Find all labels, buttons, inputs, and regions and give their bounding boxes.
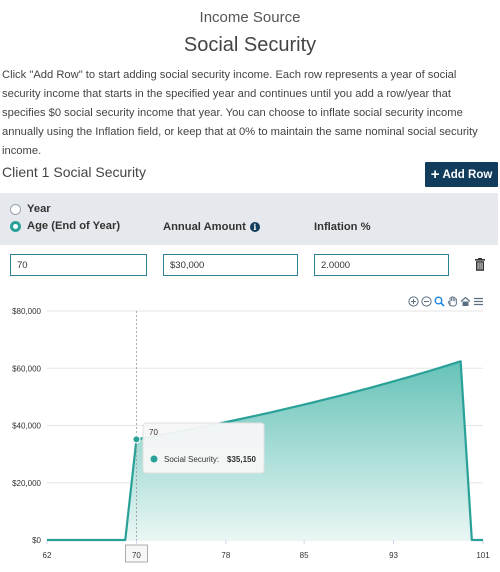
zoom-out-icon[interactable] bbox=[421, 296, 432, 307]
x-tick-label: 62 bbox=[43, 551, 52, 560]
radio-age[interactable]: Age (End of Year) bbox=[10, 220, 120, 232]
x-tick-label: 93 bbox=[389, 551, 398, 560]
x-crosshair-label-box bbox=[125, 544, 148, 563]
annual-amount-input[interactable] bbox=[163, 254, 298, 276]
column-inflation-label: Inflation % bbox=[314, 221, 371, 233]
tooltip-marker bbox=[150, 455, 158, 463]
y-tick-label: $60,000 bbox=[12, 364, 41, 373]
pan-hand-icon[interactable] bbox=[447, 296, 458, 307]
table-header bbox=[0, 193, 498, 245]
radio-year-indicator[interactable] bbox=[10, 203, 21, 215]
section-title: Client 1 Social Security bbox=[2, 164, 146, 180]
inflation-input[interactable] bbox=[314, 254, 449, 276]
menu-icon[interactable] bbox=[473, 296, 484, 307]
magnifier-icon[interactable] bbox=[434, 296, 445, 307]
x-tick-label: 78 bbox=[221, 551, 230, 560]
x-crosshair-label: 70 bbox=[132, 551, 141, 560]
page-title: Social Security bbox=[183, 34, 317, 56]
y-tick-label: $40,000 bbox=[12, 422, 41, 431]
y-tick-label: $0 bbox=[32, 536, 41, 545]
radio-age-label: Age (End of Year) bbox=[27, 220, 121, 232]
plus-icon: + bbox=[430, 166, 440, 183]
column-annual-amount: Annual Amount i bbox=[163, 221, 260, 233]
home-icon[interactable] bbox=[460, 296, 471, 307]
data-point[interactable] bbox=[132, 435, 141, 444]
info-icon[interactable]: i bbox=[249, 222, 260, 232]
column-annual-amount-label: Annual Amount bbox=[163, 221, 246, 233]
age-input[interactable] bbox=[10, 254, 147, 276]
add-row-button[interactable]: + Add Row bbox=[425, 162, 498, 187]
x-tick-label: 85 bbox=[300, 551, 309, 560]
radio-year-label: Year bbox=[27, 203, 51, 215]
income-source-label: Income Source bbox=[199, 9, 301, 26]
add-row-label: Add Row bbox=[442, 168, 493, 181]
trash-icon[interactable] bbox=[474, 258, 486, 271]
x-tick-label: 101 bbox=[476, 551, 490, 560]
zoom-in-icon[interactable] bbox=[408, 296, 419, 307]
tooltip-value: $35,150 bbox=[227, 455, 256, 464]
tooltip-title: 70 bbox=[149, 428, 158, 437]
social-security-chart: $0 $20,000 $40,000 $60,000 $80,000 62 78 85 93 10… bbox=[12, 307, 490, 563]
radio-year[interactable]: Year bbox=[10, 203, 51, 215]
area-fill bbox=[47, 361, 483, 540]
tooltip bbox=[142, 422, 265, 474]
column-inflation: Inflation % bbox=[314, 221, 371, 233]
radio-age-indicator[interactable] bbox=[10, 220, 21, 232]
chart-toolbar bbox=[408, 296, 484, 307]
y-tick-label: $20,000 bbox=[12, 479, 41, 488]
description-text: Click "Add Row" to start adding social s… bbox=[2, 69, 478, 157]
y-tick-label: $80,000 bbox=[12, 307, 41, 316]
tooltip-series-label: Social Security: bbox=[164, 455, 219, 464]
